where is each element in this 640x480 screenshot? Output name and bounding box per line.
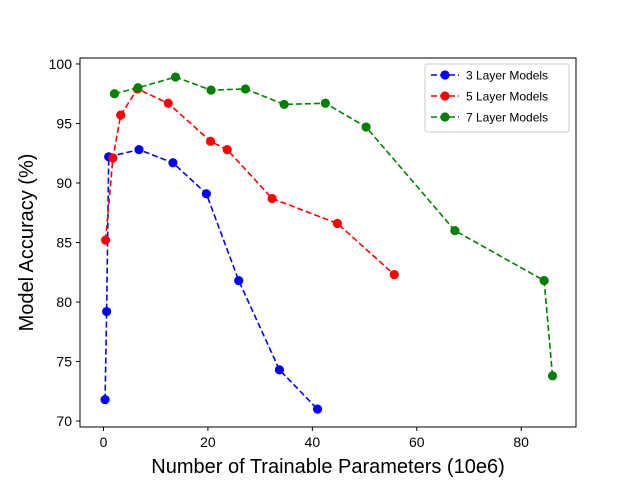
- legend-item: 7 Layer Models: [431, 111, 548, 125]
- data-point: [320, 98, 330, 108]
- series-1: [100, 145, 323, 414]
- series-line: [114, 76, 554, 376]
- data-point: [450, 225, 460, 236]
- data-point: [100, 235, 111, 245]
- data-point: [102, 306, 112, 317]
- legend: 3 Layer Models 5 Layer Models 7 Layer Mode…: [424, 63, 570, 133]
- legend-marker: [440, 112, 450, 122]
- y-tick-label: 95: [56, 115, 72, 131]
- legend-marker: [440, 70, 450, 80]
- axis-layer: 0 20 40 60 80 70 75 80 85 90 95 100: [49, 56, 530, 450]
- data-point: [547, 371, 558, 381]
- data-point: [389, 270, 399, 280]
- data-point: [201, 189, 211, 199]
- series-3: [109, 72, 558, 381]
- data-point: [205, 136, 216, 146]
- x-tick-label: 20: [200, 434, 216, 450]
- x-tick-label: 80: [513, 434, 529, 450]
- data-point: [274, 365, 285, 375]
- data-point: [100, 395, 110, 405]
- series-line: [104, 87, 395, 276]
- data-point: [361, 122, 371, 132]
- x-tick-label: 40: [305, 434, 321, 450]
- data-point: [133, 83, 143, 93]
- data-point: [206, 85, 216, 95]
- data-point: [267, 193, 277, 204]
- y-tick-label: 75: [56, 354, 72, 370]
- data-point: [168, 158, 178, 168]
- y-tick-label: 90: [56, 175, 72, 191]
- legend-item: 3 Layer Models: [431, 69, 548, 83]
- legend-item: 5 Layer Models: [431, 90, 548, 104]
- data-point: [163, 98, 173, 108]
- series-layer: [100, 72, 558, 414]
- x-tick-label: 60: [409, 434, 425, 450]
- data-point: [109, 89, 120, 99]
- data-point: [312, 404, 323, 414]
- data-point: [539, 275, 549, 286]
- data-point: [332, 218, 342, 229]
- x-axis-title: Number of Trainable Parameters (10e6): [151, 456, 505, 478]
- y-tick-label: 70: [56, 413, 72, 429]
- y-tick-label: 80: [56, 294, 72, 310]
- data-point: [108, 153, 118, 163]
- data-point: [240, 84, 251, 94]
- legend-label: 5 Layer Models: [466, 90, 548, 104]
- x-tick-label: 0: [100, 434, 108, 450]
- data-point: [222, 145, 232, 155]
- legend-box: [424, 63, 570, 133]
- y-tick-label: 85: [56, 235, 72, 251]
- legend-marker: [440, 91, 450, 101]
- data-point: [279, 99, 289, 110]
- y-axis-title: Model Accuracy (%): [16, 154, 38, 332]
- y-tick-label: 100: [49, 56, 73, 72]
- data-point: [116, 110, 126, 120]
- data-point: [234, 275, 244, 286]
- legend-label: 3 Layer Models: [466, 69, 548, 83]
- legend-label: 7 Layer Models: [466, 111, 548, 125]
- data-point: [134, 145, 144, 155]
- data-point: [170, 72, 181, 82]
